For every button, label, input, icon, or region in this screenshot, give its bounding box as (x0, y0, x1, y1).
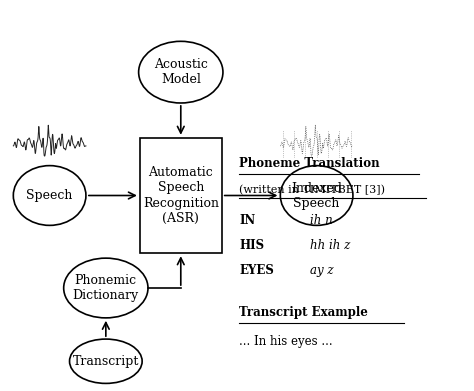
FancyBboxPatch shape (140, 138, 222, 253)
Text: HIS: HIS (239, 239, 264, 252)
Text: Automatic
Speech
Recognition
(ASR): Automatic Speech Recognition (ASR) (143, 167, 219, 224)
Text: Acoustic
Model: Acoustic Model (154, 58, 208, 86)
Text: ih n: ih n (310, 213, 332, 227)
Text: Phoneme Translation: Phoneme Translation (239, 157, 380, 170)
Text: hh ih z: hh ih z (310, 239, 350, 252)
Text: ... In his eyes ...: ... In his eyes ... (239, 335, 333, 348)
Text: Phonemic
Dictionary: Phonemic Dictionary (73, 274, 139, 302)
Text: (written in TIMITBET [3]): (written in TIMITBET [3]) (239, 185, 385, 195)
Text: Indexed
Speech: Indexed Speech (291, 181, 342, 210)
Text: Speech: Speech (27, 189, 73, 202)
Text: IN: IN (239, 213, 255, 227)
Text: ay z: ay z (310, 264, 333, 277)
Text: Transcript: Transcript (73, 355, 139, 368)
Text: EYES: EYES (239, 264, 274, 277)
Text: Transcript Example: Transcript Example (239, 306, 368, 319)
